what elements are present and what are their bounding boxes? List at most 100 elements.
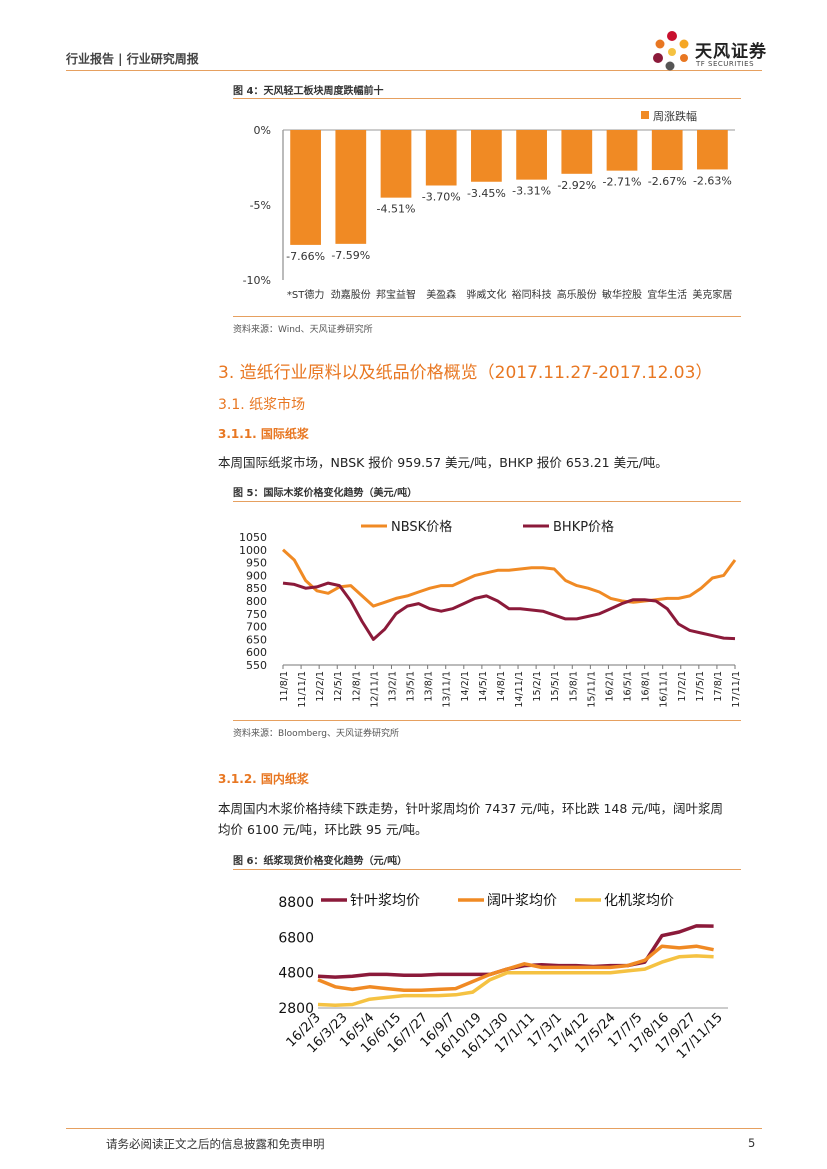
- fig4-ytick: 0%: [254, 124, 271, 137]
- fig5-xtick: 14/8/1: [496, 671, 507, 702]
- fig5-ytick: 950: [246, 557, 267, 570]
- fig4-category-label: *ST德力: [287, 288, 324, 301]
- fig5-series-line: [281, 548, 737, 608]
- logo-name: 天风证券: [695, 42, 767, 62]
- fig4-data-label: -7.66%: [286, 250, 325, 263]
- fig4-ytick: -10%: [243, 274, 271, 287]
- fig4-ytick: -5%: [250, 199, 271, 212]
- subsubsection-title-intl: 3.1.1. 国际纸浆: [218, 427, 309, 441]
- fig4-title: 图 4：天风轻工板块周度跌幅前十: [233, 86, 384, 97]
- page-number: 5: [748, 1136, 756, 1150]
- fig6-ytick: 6800: [278, 930, 314, 946]
- fig4-bar: [425, 130, 457, 186]
- fig5-xtick: 13/11/1: [442, 671, 453, 708]
- fig5-xtick: 13/2/1: [387, 671, 398, 702]
- fig5-title: 图 5：国际木浆价格变化趋势（美元/吨）: [233, 488, 418, 499]
- fig4-data-label: -3.70%: [422, 191, 461, 204]
- fig4-source: 资料来源：Wind、天风证券研究所: [233, 325, 373, 335]
- fig5-xtick: 13/8/1: [424, 671, 435, 702]
- fig6-ytick: 4800: [278, 966, 314, 982]
- fig4-bar: [516, 130, 547, 180]
- fig4-bar: [335, 130, 367, 244]
- fig4-category-label: 高乐股份: [557, 288, 597, 301]
- fig4-bar: [606, 130, 638, 171]
- fig4-bar: [697, 130, 728, 170]
- fig4-bar: [651, 130, 683, 171]
- para-intl-pulp: 本周国际纸浆市场，NBSK 报价 959.57 美元/吨，BHKP 报价 653…: [218, 455, 668, 470]
- fig5-xtick: 12/8/1: [351, 671, 362, 702]
- footer-rule: [66, 1128, 762, 1129]
- fig5-xtick: 17/11/1: [731, 671, 742, 708]
- fig5-xtick: 15/2/1: [532, 671, 543, 702]
- fig4-category-label: 敏华控股: [602, 288, 642, 301]
- fig4-bar: [290, 130, 321, 245]
- para-domestic-pulp-1: 本周国内木浆价格持续下跌走势，针叶浆周均价 7437 元/吨，环比跌 148 元…: [218, 801, 723, 816]
- header-breadcrumb: 行业报告 | 行业研究周报: [66, 52, 199, 66]
- fig5-source: 资料来源：Bloomberg、天风证券研究所: [233, 729, 399, 739]
- fig5-xtick: 16/5/1: [623, 671, 634, 702]
- fig6-legend-label: 化机浆均价: [604, 893, 674, 909]
- fig5-xtick: 15/11/1: [586, 671, 597, 708]
- fig6-legend-label: 阔叶浆均价: [487, 893, 557, 909]
- fig5-ytick: 750: [246, 608, 267, 621]
- fig4-bar: [561, 130, 593, 174]
- header-rule: [66, 70, 762, 71]
- fig4-data-label: -2.92%: [557, 179, 596, 192]
- fig6-title: 图 6：纸浆现货价格变化趋势（元/吨）: [233, 856, 408, 867]
- fig5-xtick: 14/11/1: [514, 671, 525, 708]
- section-title: 3. 造纸行业原料以及纸品价格概览（2017.11.27-2017.12.03）: [218, 363, 713, 383]
- fig5-xtick: 12/5/1: [333, 671, 344, 702]
- fig4-bar-chart: 0% -5% -10% -7.66% *ST德力 -7.59% 劲嘉股份 -4.51% 邦宝益智…: [243, 109, 735, 301]
- fig4-category-label: 裕同科技: [512, 288, 552, 301]
- fig5-ytick: 700: [246, 621, 267, 634]
- fig5-rule: [233, 501, 741, 502]
- fig5-ytick: 650: [246, 633, 267, 646]
- fig4-data-label: -2.71%: [603, 176, 642, 189]
- fig5-ytick: 850: [246, 582, 267, 595]
- fig4-data-label: -7.59%: [331, 249, 370, 262]
- fig5-xtick: 11/11/1: [297, 671, 308, 708]
- fig5-series-line: [282, 581, 736, 641]
- fig5-rule-bottom: [233, 720, 741, 721]
- fig5-xtick: 12/11/1: [369, 671, 380, 708]
- fig4-legend-label: 周涨跌幅: [653, 109, 697, 123]
- fig6-ytick: 2800: [278, 1001, 314, 1017]
- subsubsection-title-domestic: 3.1.2. 国内纸浆: [218, 772, 309, 786]
- fig4-category-label: 宜华生活: [647, 288, 687, 301]
- fig4-data-label: -4.51%: [377, 203, 416, 216]
- fig4-rule-bottom: [233, 316, 741, 317]
- fig5-xtick: 11/8/1: [279, 671, 290, 702]
- fig5-xtick: 17/2/1: [677, 671, 688, 702]
- fig5-xtick: 17/8/1: [713, 671, 724, 702]
- fig4-data-label: -3.45%: [467, 187, 506, 200]
- fig5-xtick: 12/2/1: [315, 671, 326, 702]
- fig5-legend-label: NBSK价格: [391, 519, 452, 535]
- logo-en: TF SECURITIES: [696, 60, 755, 68]
- fig5-xtick: 17/5/1: [695, 671, 706, 702]
- fig5-xtick: 14/5/1: [478, 671, 489, 702]
- fig5-ytick: 550: [246, 659, 267, 672]
- fig5-legend-label: BHKP价格: [553, 519, 614, 535]
- fig4-data-label: -2.67%: [648, 175, 687, 188]
- fig5-ytick: 1000: [239, 544, 267, 557]
- fig6-ytick: 8800: [278, 895, 314, 911]
- fig6-legend-label: 针叶浆均价: [350, 893, 420, 909]
- fig5-xtick: 15/8/1: [568, 671, 579, 702]
- fig6-series-line: [317, 944, 714, 993]
- subsection-title: 3.1. 纸浆市场: [218, 397, 306, 413]
- fig6-series-line: [317, 954, 714, 1008]
- fig5-ytick: 800: [246, 595, 267, 608]
- fig4-data-label: -2.63%: [693, 174, 732, 187]
- fig5-xtick: 14/2/1: [460, 671, 471, 702]
- fig4-bar: [471, 130, 502, 182]
- fig4-rule: [233, 98, 741, 99]
- fig5-xtick: 16/2/1: [604, 671, 615, 702]
- fig5-ytick: 1050: [239, 531, 267, 544]
- fig6-line-chart: 880068004800280016/2/316/3/2316/5/416/6/…: [278, 893, 728, 1062]
- tf-logo-icon: [653, 31, 689, 71]
- para-domestic-pulp-2: 均价 6100 元/吨，环比跌 95 元/吨。: [218, 822, 428, 837]
- fig5-xtick: 16/8/1: [641, 671, 652, 702]
- fig4-category-label: 劲嘉股份: [331, 288, 371, 301]
- fig4-category-label: 骅威文化: [466, 288, 506, 301]
